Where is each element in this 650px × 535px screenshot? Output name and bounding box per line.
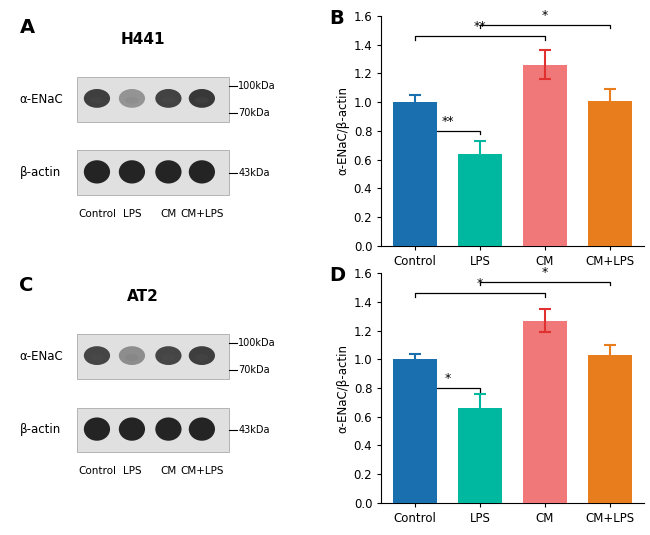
Text: *: * xyxy=(541,9,548,22)
Text: D: D xyxy=(329,266,345,285)
Ellipse shape xyxy=(84,160,110,184)
Text: B: B xyxy=(329,9,344,28)
Ellipse shape xyxy=(155,417,181,441)
Text: CM: CM xyxy=(161,209,177,219)
Text: Control: Control xyxy=(78,466,116,476)
Ellipse shape xyxy=(119,160,145,184)
Ellipse shape xyxy=(155,346,181,365)
Text: CM+LPS: CM+LPS xyxy=(180,209,224,219)
Text: 100kDa: 100kDa xyxy=(239,81,276,91)
Ellipse shape xyxy=(195,354,209,361)
Text: α-ENaC: α-ENaC xyxy=(20,350,63,363)
Ellipse shape xyxy=(90,97,104,104)
Text: **: ** xyxy=(474,20,486,33)
Bar xyxy=(458,408,502,503)
Ellipse shape xyxy=(188,160,215,184)
Bar xyxy=(523,65,567,246)
Ellipse shape xyxy=(188,417,215,441)
Ellipse shape xyxy=(155,160,181,184)
Ellipse shape xyxy=(188,89,215,108)
Bar xyxy=(588,355,632,503)
Bar xyxy=(77,334,229,379)
Text: **: ** xyxy=(441,115,454,128)
Ellipse shape xyxy=(84,89,110,108)
Bar xyxy=(458,154,502,246)
Y-axis label: α-ENaC/β-actin: α-ENaC/β-actin xyxy=(336,86,349,175)
Text: *: * xyxy=(541,266,548,279)
Ellipse shape xyxy=(90,354,104,361)
Bar xyxy=(393,102,437,246)
Ellipse shape xyxy=(84,417,110,441)
Text: H441: H441 xyxy=(120,32,165,47)
Ellipse shape xyxy=(162,354,176,361)
Ellipse shape xyxy=(84,346,110,365)
Text: 100kDa: 100kDa xyxy=(239,338,276,348)
Text: α-ENaC: α-ENaC xyxy=(20,93,63,106)
Text: Control: Control xyxy=(78,209,116,219)
Text: *: * xyxy=(445,372,450,385)
Text: *: * xyxy=(477,278,483,291)
Text: C: C xyxy=(20,276,34,295)
Text: β-actin: β-actin xyxy=(20,166,60,179)
Bar xyxy=(77,408,229,453)
Ellipse shape xyxy=(119,89,145,108)
Text: 43kDa: 43kDa xyxy=(239,168,270,178)
Text: AT2: AT2 xyxy=(127,289,159,304)
Y-axis label: α-ENaC/β-actin: α-ENaC/β-actin xyxy=(336,343,349,433)
Bar xyxy=(588,101,632,246)
Ellipse shape xyxy=(162,97,176,104)
Text: LPS: LPS xyxy=(123,466,141,476)
Bar xyxy=(77,150,229,195)
Text: LPS: LPS xyxy=(123,209,141,219)
Ellipse shape xyxy=(119,417,145,441)
Ellipse shape xyxy=(119,346,145,365)
Bar xyxy=(393,360,437,503)
Text: CM+LPS: CM+LPS xyxy=(180,466,224,476)
Ellipse shape xyxy=(125,97,138,104)
Bar xyxy=(77,77,229,121)
Ellipse shape xyxy=(188,346,215,365)
Text: 70kDa: 70kDa xyxy=(239,108,270,118)
Text: 70kDa: 70kDa xyxy=(239,365,270,375)
Ellipse shape xyxy=(155,89,181,108)
Text: CM: CM xyxy=(161,466,177,476)
Text: β-actin: β-actin xyxy=(20,424,60,437)
Text: A: A xyxy=(20,18,34,37)
Text: 43kDa: 43kDa xyxy=(239,425,270,435)
Bar xyxy=(523,320,567,503)
Ellipse shape xyxy=(125,354,138,361)
Ellipse shape xyxy=(195,97,209,104)
